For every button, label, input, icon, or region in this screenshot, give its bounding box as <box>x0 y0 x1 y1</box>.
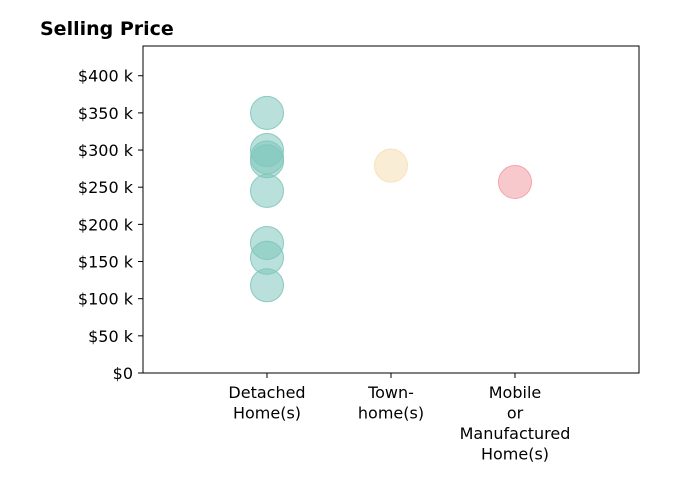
y-tick-label: $400 k <box>78 67 134 86</box>
x-tick-label: Manufactured <box>460 424 571 443</box>
data-point <box>250 268 284 303</box>
x-tick-label: Town- <box>367 383 414 402</box>
data-point <box>250 144 284 179</box>
x-tick-label: home(s) <box>358 404 424 423</box>
y-tick-label: $150 k <box>78 253 134 272</box>
y-tick-label: $200 k <box>78 215 134 234</box>
plot-frame <box>142 45 640 374</box>
x-tick-label: Home(s) <box>233 404 301 423</box>
y-tick-label: $50 k <box>88 327 134 346</box>
data-point <box>374 148 408 183</box>
x-tick-label: or <box>507 404 524 423</box>
y-tick-label: $300 k <box>78 141 134 160</box>
y-tick-label: $350 k <box>78 104 134 123</box>
chart-title: Selling Price <box>40 18 174 40</box>
plot-area: $0 $50 k $100 k $150 k $200 k $250 k $300 k $35… <box>78 45 640 464</box>
data-point <box>250 95 284 130</box>
x-tick-label: Mobile <box>489 383 541 402</box>
data-point <box>498 165 532 200</box>
y-tick-label: $0 <box>113 364 133 383</box>
x-tick-label: Detached <box>228 383 305 402</box>
y-tick-label: $250 k <box>78 178 134 197</box>
y-tick-label: $100 k <box>78 290 134 309</box>
x-tick-label: Home(s) <box>481 445 549 464</box>
data-point <box>250 173 284 208</box>
